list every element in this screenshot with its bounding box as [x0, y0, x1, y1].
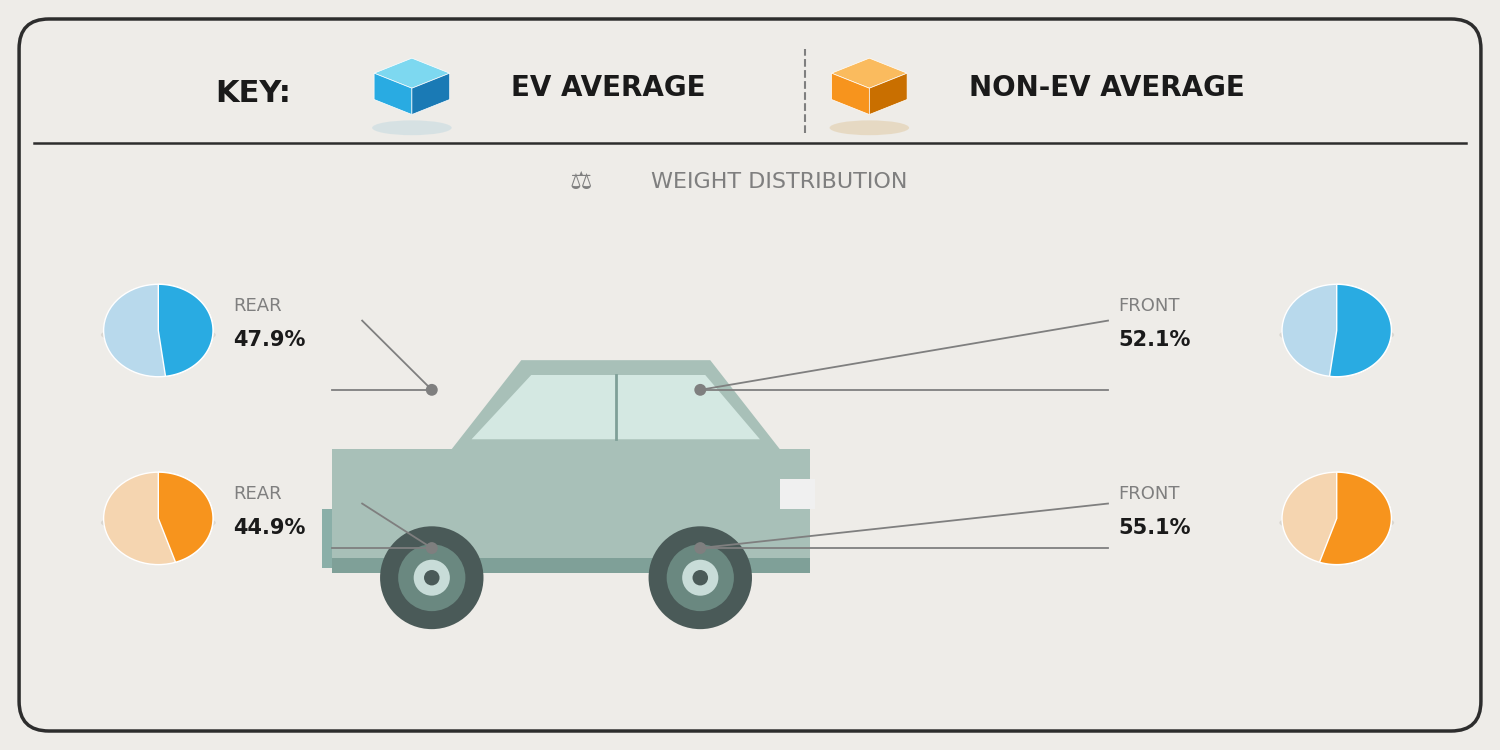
Text: 47.9%: 47.9% [232, 331, 306, 350]
Ellipse shape [100, 326, 216, 344]
Text: REAR: REAR [232, 297, 282, 315]
Ellipse shape [1280, 326, 1394, 344]
Ellipse shape [1282, 284, 1392, 376]
Circle shape [682, 560, 718, 596]
Polygon shape [1329, 284, 1392, 376]
Text: FRONT: FRONT [1118, 297, 1179, 315]
Text: WEIGHT DISTRIBUTION: WEIGHT DISTRIBUTION [651, 172, 908, 192]
FancyBboxPatch shape [20, 19, 1480, 731]
Polygon shape [333, 449, 810, 568]
Polygon shape [831, 74, 870, 115]
Text: 52.1%: 52.1% [1118, 331, 1191, 350]
Text: 55.1%: 55.1% [1118, 518, 1191, 538]
Ellipse shape [104, 472, 213, 565]
Polygon shape [780, 478, 814, 508]
Polygon shape [1320, 472, 1392, 565]
Ellipse shape [100, 513, 216, 532]
Text: ⚖: ⚖ [570, 170, 592, 194]
Circle shape [426, 384, 438, 396]
Polygon shape [374, 74, 413, 115]
Ellipse shape [1280, 513, 1394, 532]
Circle shape [424, 570, 439, 586]
Text: KEY:: KEY: [214, 79, 291, 108]
Polygon shape [159, 284, 213, 376]
Polygon shape [452, 360, 780, 449]
Circle shape [693, 570, 708, 586]
Text: REAR: REAR [232, 484, 282, 502]
Polygon shape [870, 74, 907, 115]
Circle shape [694, 542, 706, 554]
Polygon shape [322, 509, 333, 568]
Polygon shape [333, 558, 810, 573]
Polygon shape [831, 58, 908, 88]
Circle shape [648, 526, 752, 629]
Polygon shape [471, 375, 760, 440]
Polygon shape [159, 472, 213, 562]
Circle shape [380, 526, 483, 629]
Text: NON-EV AVERAGE: NON-EV AVERAGE [969, 74, 1245, 102]
Text: EV AVERAGE: EV AVERAGE [512, 74, 706, 102]
Circle shape [666, 544, 734, 611]
Ellipse shape [1282, 472, 1392, 565]
Circle shape [398, 544, 465, 611]
Ellipse shape [104, 284, 213, 376]
Polygon shape [374, 58, 450, 88]
Ellipse shape [830, 120, 909, 135]
Text: FRONT: FRONT [1118, 484, 1179, 502]
Circle shape [426, 542, 438, 554]
Ellipse shape [372, 120, 452, 135]
Circle shape [694, 384, 706, 396]
Circle shape [414, 560, 450, 596]
Text: 44.9%: 44.9% [232, 518, 306, 538]
Polygon shape [413, 74, 450, 115]
